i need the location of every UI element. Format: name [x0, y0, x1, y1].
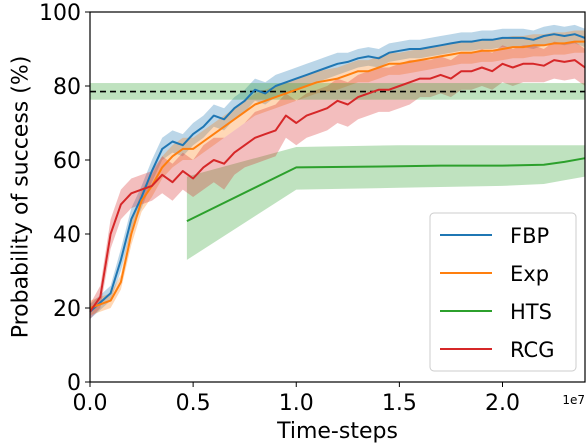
series-line-exp [89, 40, 585, 309]
x-tick-label: 2.0 [485, 391, 520, 416]
reference-band [90, 83, 585, 100]
series-line-fbp [89, 33, 586, 313]
legend-box [429, 212, 577, 372]
band-hts [186, 145, 585, 260]
plot-frame [89, 11, 586, 383]
series-line-hts [186, 157, 586, 222]
axis-ticks: 0.0 0.5 1.0 1.5 2.0 0 20 40 60 80 100 [39, 1, 520, 416]
y-axis-label: Probability of success (%) [9, 56, 34, 339]
x-tick-label: 1.0 [279, 391, 314, 416]
y-tick-label: 80 [53, 75, 81, 100]
y-tick-label: 0 [67, 371, 81, 396]
legend: FBP Exp HTS RCG [429, 212, 577, 372]
x-tick-label: 1.5 [382, 391, 417, 416]
legend-label-rcg: RCG [510, 338, 554, 362]
series-lines [89, 33, 586, 313]
y-tick-label: 100 [39, 1, 81, 26]
legend-label-hts: HTS [510, 300, 552, 324]
band-exp [90, 30, 585, 316]
x-tick-label: 0.0 [73, 391, 108, 416]
reference-line-group [90, 83, 585, 100]
x-axis-label: Time-steps [276, 419, 398, 444]
legend-label-fbp: FBP [510, 224, 549, 248]
x-tick-label: 0.5 [176, 391, 211, 416]
y-tick-label: 60 [53, 149, 81, 174]
band-rcg [90, 41, 585, 320]
legend-label-exp: Exp [510, 262, 549, 286]
y-tick-label: 20 [53, 297, 81, 322]
y-tick-label: 40 [53, 223, 81, 248]
x-offset-label: 1e7 [562, 393, 585, 407]
series-line-rcg [89, 59, 586, 313]
confidence-bands [90, 24, 585, 320]
